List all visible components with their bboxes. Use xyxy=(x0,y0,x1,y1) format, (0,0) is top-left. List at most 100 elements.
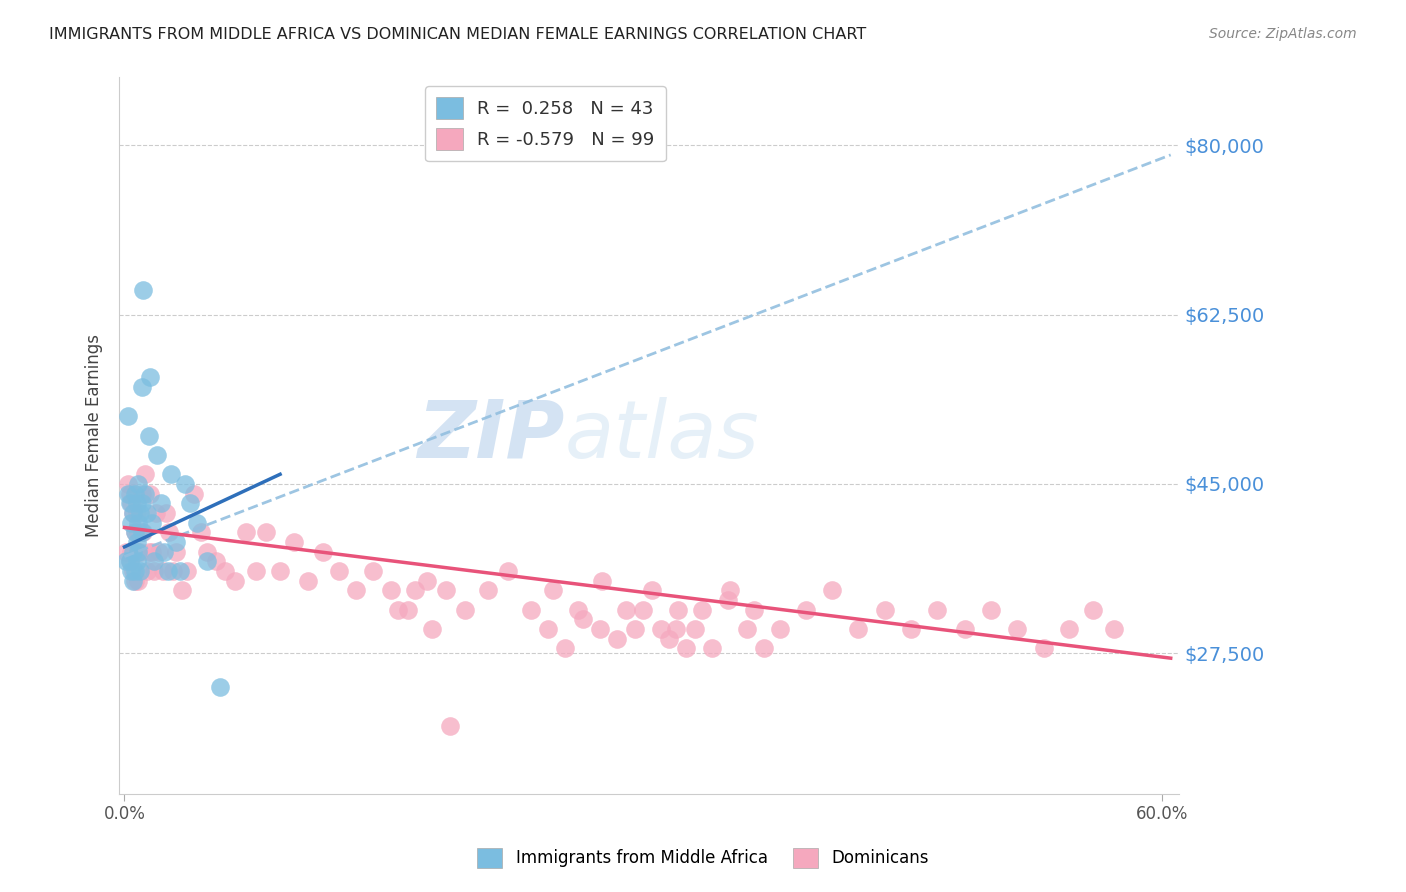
Point xyxy=(224,574,246,588)
Point xyxy=(122,506,145,520)
Point xyxy=(980,603,1002,617)
Point xyxy=(127,477,149,491)
Point xyxy=(420,622,443,636)
Point xyxy=(690,603,713,617)
Point xyxy=(125,506,148,520)
Text: Source: ZipAtlas.com: Source: ZipAtlas.com xyxy=(1209,27,1357,41)
Point xyxy=(142,554,165,568)
Point xyxy=(344,583,367,598)
Point xyxy=(675,641,697,656)
Point xyxy=(205,554,228,568)
Point xyxy=(718,583,741,598)
Point xyxy=(176,564,198,578)
Point xyxy=(155,506,177,520)
Point xyxy=(875,603,897,617)
Point xyxy=(927,603,949,617)
Point xyxy=(132,284,155,298)
Point xyxy=(157,525,180,540)
Point xyxy=(125,535,148,549)
Point xyxy=(122,506,145,520)
Point xyxy=(269,564,291,578)
Point xyxy=(165,535,187,549)
Point xyxy=(120,564,142,578)
Point xyxy=(633,603,655,617)
Point xyxy=(543,583,565,598)
Point xyxy=(138,428,160,442)
Point xyxy=(404,583,426,598)
Point xyxy=(146,448,169,462)
Point xyxy=(118,554,141,568)
Point xyxy=(120,496,142,510)
Point xyxy=(125,545,148,559)
Point xyxy=(589,622,612,636)
Point xyxy=(170,583,193,598)
Point xyxy=(118,554,141,568)
Point xyxy=(118,496,141,510)
Text: ZIP: ZIP xyxy=(418,397,564,475)
Point xyxy=(363,564,385,578)
Point xyxy=(208,680,231,694)
Point xyxy=(297,574,319,588)
Point xyxy=(127,574,149,588)
Point xyxy=(118,486,141,500)
Point xyxy=(169,564,191,578)
Point xyxy=(328,564,350,578)
Point xyxy=(131,380,153,394)
Point xyxy=(179,496,201,510)
Point xyxy=(1057,622,1080,636)
Point xyxy=(190,525,212,540)
Point xyxy=(666,603,689,617)
Point xyxy=(1102,622,1125,636)
Point xyxy=(434,583,457,598)
Point xyxy=(183,486,205,500)
Point xyxy=(754,641,776,656)
Point xyxy=(477,583,499,598)
Point xyxy=(124,525,146,540)
Point xyxy=(124,564,146,578)
Point xyxy=(127,516,149,530)
Legend: R =  0.258   N = 43, R = -0.579   N = 99: R = 0.258 N = 43, R = -0.579 N = 99 xyxy=(425,87,665,161)
Point xyxy=(312,545,335,559)
Point xyxy=(145,506,167,520)
Point xyxy=(115,554,138,568)
Point xyxy=(1033,641,1056,656)
Point xyxy=(162,564,184,578)
Point xyxy=(439,719,461,733)
Point xyxy=(742,603,765,617)
Point xyxy=(623,622,645,636)
Point xyxy=(387,603,409,617)
Point xyxy=(129,506,152,520)
Point xyxy=(117,486,139,500)
Point xyxy=(735,622,758,636)
Point xyxy=(120,545,142,559)
Point xyxy=(174,477,197,491)
Point xyxy=(380,583,402,598)
Point xyxy=(846,622,869,636)
Point xyxy=(614,603,637,617)
Point xyxy=(122,545,145,559)
Point xyxy=(683,622,706,636)
Point xyxy=(658,632,681,646)
Point xyxy=(156,564,179,578)
Point xyxy=(115,545,138,559)
Point xyxy=(235,525,257,540)
Point xyxy=(153,545,176,559)
Point xyxy=(129,545,152,559)
Point xyxy=(141,516,163,530)
Point xyxy=(139,486,162,500)
Point xyxy=(537,622,560,636)
Point xyxy=(165,545,187,559)
Point xyxy=(567,603,589,617)
Point xyxy=(152,564,174,578)
Point xyxy=(132,525,155,540)
Point xyxy=(554,641,576,656)
Text: IMMIGRANTS FROM MIDDLE AFRICA VS DOMINICAN MEDIAN FEMALE EARNINGS CORRELATION CH: IMMIGRANTS FROM MIDDLE AFRICA VS DOMINIC… xyxy=(49,27,866,42)
Point xyxy=(900,622,922,636)
Point xyxy=(127,545,149,559)
Point xyxy=(131,486,153,500)
Point xyxy=(129,564,152,578)
Point xyxy=(416,574,439,588)
Point xyxy=(591,574,613,588)
Point xyxy=(396,603,419,617)
Point xyxy=(124,486,146,500)
